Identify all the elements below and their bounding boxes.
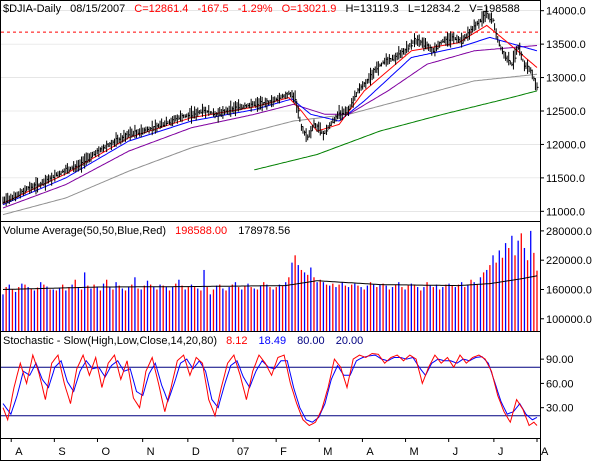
volume-axis-labels: 100000.0 160000.0 220000.0 280000.0 [540, 226, 592, 326]
stochastic-header: Stochastic - Slow(High,Low,Close,14,20,8… [3, 335, 363, 347]
stochastic-k-value: 8.12 [226, 335, 247, 347]
price-tick-label: 13000.0 [546, 73, 586, 85]
volume-average-path [2, 275, 538, 290]
stochastic-ref-20: 20.00 [336, 335, 364, 347]
x-tick-label: A [366, 446, 374, 458]
price-tick-label: 12500.0 [546, 106, 586, 118]
volume-tick-label: 220000.0 [546, 255, 592, 267]
header-close: C=12861.4 [134, 3, 188, 15]
x-tick-label: M [323, 446, 332, 458]
volume-value-1: 198588.00 [175, 225, 227, 237]
volume-tick-label: 280000.0 [546, 226, 592, 238]
x-tick-label: O [101, 446, 110, 458]
header-high: H=13119.3 [345, 3, 398, 15]
x-tick-label: A [15, 446, 23, 458]
stochastic-axis-labels: 30.00 60.00 90.00 [540, 354, 574, 415]
header-date: 08/15/2007 [70, 3, 125, 15]
x-tick-label: D [192, 446, 200, 458]
header-low: L=12834.2 [408, 3, 460, 15]
price-gridlines [1, 10, 540, 212]
price-bars [2, 6, 539, 207]
price-tick-label: 13500.0 [546, 39, 586, 51]
header-change: -167.5 [197, 3, 228, 15]
stochastic-tick-label: 60.00 [546, 378, 574, 390]
stochastic-ref-80: 80.00 [297, 335, 325, 347]
x-tick-label: M [410, 446, 419, 458]
ma-gray-line [2, 73, 538, 216]
x-tick-label: A [541, 446, 549, 458]
header-pct: -1.29% [238, 3, 273, 15]
volume-title: Volume Average(50,50,Blue,Red) [3, 225, 166, 237]
volume-value-2: 178978.56 [238, 225, 290, 237]
volume-tick-label: 100000.0 [546, 314, 592, 326]
volume-bars [2, 230, 538, 331]
stochastic-title: Stochastic - Slow(High,Low,Close,14,20,8… [3, 335, 217, 347]
stochastic-lines [2, 352, 538, 427]
x-tick-label: J [498, 446, 504, 458]
header-text: $DJIA-Daily 08/15/2007 C=12861.4 -167.5 … [3, 3, 520, 15]
stochastic-k-line [2, 352, 538, 427]
volume-tick-label: 160000.0 [546, 284, 592, 296]
volume-header: Volume Average(50,50,Blue,Red) 198588.00… [3, 225, 290, 237]
x-tick-label: N [147, 446, 155, 458]
price-tick-label: 11000.0 [546, 206, 585, 218]
x-tick-label: F [280, 446, 287, 458]
ma-blue-line [2, 36, 538, 206]
stochastic-panel [0, 331, 541, 439]
x-tick-label: J [453, 446, 459, 458]
moving-averages [2, 24, 538, 216]
x-tick-label: 07 [237, 446, 249, 458]
header-volume: V=198588 [469, 3, 519, 15]
x-axis-labels: A S O N D 07 F M A M J J A [10, 438, 549, 458]
price-tick-label: 12000.0 [546, 139, 586, 151]
xaxis-panel [0, 438, 541, 461]
header-symbol: $DJIA-Daily [3, 3, 62, 15]
price-tick-label: 14000.0 [546, 6, 586, 18]
stochastic-d-value: 18.49 [259, 335, 287, 347]
ma-green-line [254, 90, 538, 171]
stochastic-tick-label: 90.00 [546, 354, 574, 366]
ma-purple-line [2, 45, 538, 209]
stochastic-tick-label: 30.00 [546, 403, 574, 415]
header-open: O=13021.9 [282, 3, 337, 15]
price-axis-labels: 11000.0 11500.0 12000.0 12500.0 13000.0 13500… [540, 6, 586, 218]
volume-average-line [2, 275, 538, 290]
price-tick-label: 11500.0 [546, 173, 585, 185]
x-tick-label: S [58, 446, 65, 458]
